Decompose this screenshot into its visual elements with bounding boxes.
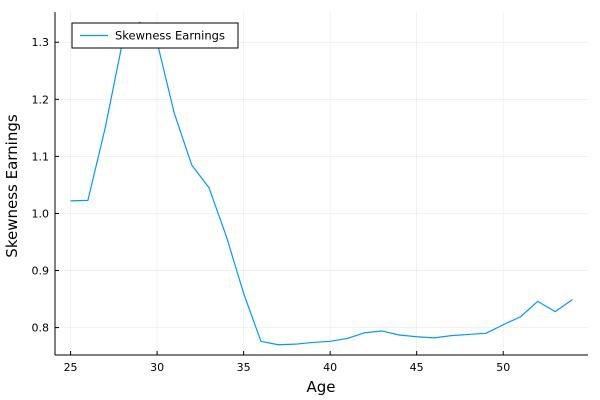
y-tick-label: 1.2 xyxy=(32,93,50,106)
series-layer xyxy=(70,21,573,346)
x-tick-label: 35 xyxy=(237,361,251,374)
x-tick-label: 40 xyxy=(323,361,337,374)
x-axis-label: Age xyxy=(306,378,335,396)
x-tick-label: 30 xyxy=(150,361,164,374)
tick-labels: 25 30 35 40 45 50 0.8 0.9 1.0 1.1 1.2 1.3 xyxy=(32,36,511,374)
y-tick-label: 1.3 xyxy=(32,36,50,49)
y-axis-label: Skewness Earnings xyxy=(3,114,21,258)
legend: Skewness Earnings xyxy=(71,22,239,49)
x-tick-label: 45 xyxy=(410,361,424,374)
series-line xyxy=(70,21,573,346)
x-tick-label: 25 xyxy=(64,361,78,374)
y-tick-label: 0.9 xyxy=(32,265,50,278)
x-tick-label: 50 xyxy=(496,361,510,374)
legend-label: Skewness Earnings xyxy=(115,29,225,43)
y-tick-label: 1.1 xyxy=(32,150,50,163)
y-tick-label: 0.8 xyxy=(32,322,50,335)
grid xyxy=(55,12,588,355)
axes xyxy=(54,12,588,356)
y-tick-label: 1.0 xyxy=(32,207,50,220)
